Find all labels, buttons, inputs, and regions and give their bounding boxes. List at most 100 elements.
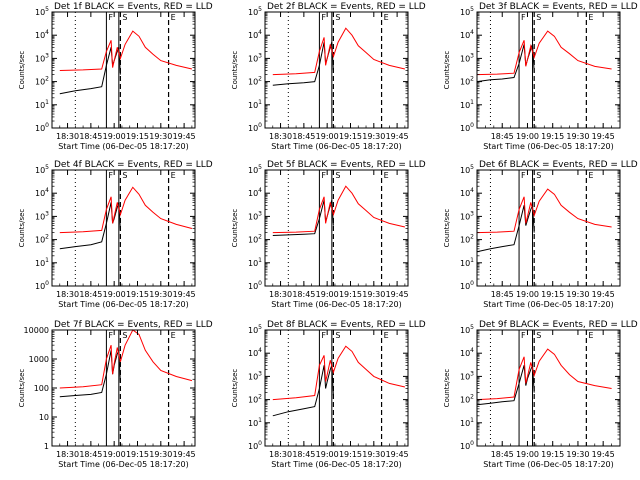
y-tick-label: 104 (248, 187, 262, 198)
x-tick-label: 18:45 (292, 290, 315, 299)
marker-label-s: S (536, 13, 541, 22)
marker-label-s: S (335, 171, 340, 180)
y-tick-label: 10 (39, 413, 49, 422)
panel-title: Det 7f BLACK = Events, RED = LLD (54, 320, 213, 330)
x-tick-label: 18:45 (491, 290, 514, 299)
y-tick-label: 101 (248, 417, 262, 428)
y-tick-label: 100 (460, 440, 474, 451)
x-tick-label: 19:00 (103, 450, 126, 459)
plot-frame (264, 11, 409, 129)
marker-label-f: F (521, 331, 526, 340)
marker-label-e: E (588, 331, 593, 340)
x-tick-label: 19:15 (126, 450, 149, 459)
x-tick-label: 19:00 (316, 290, 339, 299)
x-tick-label: 19:45 (173, 450, 196, 459)
plot-frame (476, 329, 621, 447)
x-tick-label: 19:15 (541, 290, 564, 299)
plot-frame (476, 169, 621, 287)
x-tick-label: 18:30 (269, 132, 292, 141)
plot-frame (51, 329, 196, 447)
y-tick-label: 102 (460, 76, 474, 87)
lld-series-line (59, 30, 193, 71)
x-tick-label: 19:00 (516, 132, 539, 141)
marker-label-s: S (335, 13, 340, 22)
y-tick-label: 102 (248, 76, 262, 87)
plot-frame (51, 11, 196, 129)
x-tick-label: 18:30 (56, 132, 79, 141)
x-tick-label: 19:00 (103, 132, 126, 141)
y-axis-label: Counts/sec (18, 51, 26, 90)
lld-series-line (272, 185, 406, 234)
panel-title: Det 1f BLACK = Events, RED = LLD (54, 2, 213, 12)
marker-label-s: S (122, 171, 127, 180)
x-tick-label: 19:45 (386, 290, 409, 299)
marker-label-s: S (335, 331, 340, 340)
y-tick-label: 102 (35, 76, 49, 87)
y-tick-label: 101 (35, 257, 49, 268)
y-tick-label: 104 (248, 29, 262, 40)
marker-label-s: S (536, 331, 541, 340)
y-tick-label: 103 (248, 52, 262, 63)
marker-label-f: F (108, 331, 113, 340)
y-tick-label: 105 (248, 324, 262, 335)
lld-series-line (59, 329, 193, 389)
marker-label-e: E (588, 171, 593, 180)
lld-series-line (476, 348, 612, 401)
marker-label-f: F (321, 171, 326, 180)
y-tick-label: 102 (248, 394, 262, 405)
x-tick-label: 19:15 (541, 450, 564, 459)
y-tick-label: 103 (248, 370, 262, 381)
x-tick-label: 18:30 (56, 450, 79, 459)
y-tick-label: 103 (460, 52, 474, 63)
lld-series-line (272, 345, 406, 401)
marker-label-f: F (108, 171, 113, 180)
x-tick-label: 19:15 (126, 132, 149, 141)
y-axis-label: Counts/sec (443, 369, 451, 408)
y-tick-label: 1 (44, 442, 49, 451)
x-tick-label: 19:30 (566, 450, 589, 459)
y-tick-label: 103 (35, 52, 49, 63)
marker-label-f: F (321, 331, 326, 340)
y-tick-label: 102 (460, 394, 474, 405)
panel-title: Det 3f BLACK = Events, RED = LLD (479, 2, 638, 12)
events-series-line (476, 205, 535, 253)
y-axis-label: Counts/sec (443, 209, 451, 248)
x-tick-label: 18:45 (79, 132, 102, 141)
plot-frame (51, 169, 196, 287)
x-tick-label: 18:30 (56, 290, 79, 299)
y-tick-label: 101 (248, 99, 262, 110)
x-tick-label: 19:15 (339, 450, 362, 459)
y-tick-label: 100 (248, 440, 262, 451)
y-tick-label: 105 (248, 164, 262, 175)
x-tick-label: 19:00 (316, 132, 339, 141)
y-tick-label: 104 (248, 347, 262, 358)
x-tick-label: 19:30 (149, 450, 172, 459)
y-tick-label: 10000 (24, 326, 49, 335)
x-tick-label: 18:45 (292, 132, 315, 141)
y-tick-label: 105 (460, 324, 474, 335)
lld-series-line (59, 186, 193, 234)
y-tick-label: 103 (460, 370, 474, 381)
x-tick-label: 19:30 (149, 290, 172, 299)
x-tick-label: 19:45 (592, 132, 615, 141)
y-tick-label: 101 (248, 257, 262, 268)
x-tick-label: 19:45 (173, 290, 196, 299)
y-tick-label: 103 (460, 210, 474, 221)
marker-label-e: E (171, 331, 176, 340)
y-tick-label: 101 (460, 99, 474, 110)
marker-label-e: E (588, 13, 593, 22)
panel-title: Det 6f BLACK = Events, RED = LLD (479, 160, 638, 170)
x-tick-label: 18:45 (79, 450, 102, 459)
y-tick-label: 105 (460, 6, 474, 17)
x-tick-label: 19:45 (386, 450, 409, 459)
events-series-line (476, 365, 535, 406)
y-tick-label: 100 (35, 280, 49, 291)
y-tick-label: 101 (460, 257, 474, 268)
x-tick-label: 19:30 (566, 132, 589, 141)
y-tick-label: 104 (460, 347, 474, 358)
marker-label-f: F (521, 171, 526, 180)
plot-frame (264, 329, 409, 447)
